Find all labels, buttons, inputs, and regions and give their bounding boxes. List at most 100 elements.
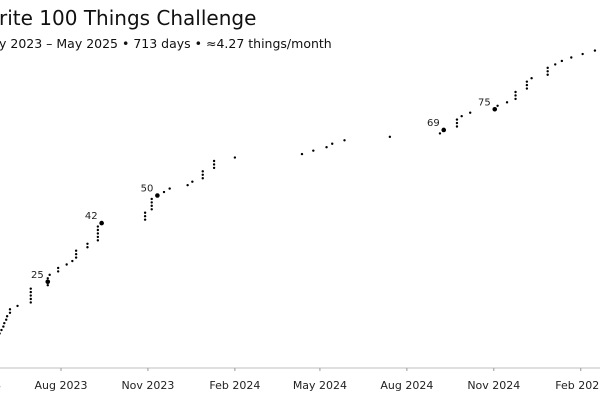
data-point	[29, 301, 32, 304]
data-point	[455, 125, 459, 128]
data-point	[29, 294, 32, 297]
data-point	[530, 77, 533, 80]
data-point	[593, 49, 597, 52]
data-point	[312, 149, 315, 152]
data-point	[212, 163, 216, 166]
data-point	[3, 321, 6, 325]
data-point	[505, 101, 509, 104]
x-tick-label: Feb 2024	[209, 379, 260, 392]
point-label: 42	[85, 211, 98, 222]
data-point	[0, 332, 1, 335]
data-point	[8, 308, 12, 311]
data-point	[65, 263, 68, 266]
data-point	[143, 218, 147, 221]
data-point	[71, 259, 74, 263]
data-point	[86, 242, 89, 245]
data-point	[525, 80, 529, 83]
data-point	[96, 228, 100, 232]
data-point	[0, 328, 3, 332]
data-point	[29, 297, 32, 301]
highlighted-point	[492, 106, 498, 112]
data-point	[168, 187, 171, 190]
data-point	[96, 235, 100, 239]
data-point	[325, 146, 328, 149]
data-point	[150, 204, 153, 208]
data-point	[581, 52, 584, 56]
data-point	[48, 273, 51, 277]
chart-title: rite 100 Things Challenge	[0, 6, 257, 30]
data-point	[4, 318, 8, 321]
data-point	[29, 287, 32, 290]
data-point	[56, 270, 60, 273]
highlighted-point	[45, 279, 51, 285]
data-point	[212, 166, 216, 170]
x-tick-label: Aug 2024	[380, 379, 433, 392]
data-point	[514, 97, 517, 101]
data-point	[150, 197, 153, 201]
data-point	[2, 325, 5, 328]
data-point	[514, 90, 517, 94]
data-point	[388, 135, 392, 139]
data-point	[212, 159, 216, 163]
data-point	[191, 180, 194, 183]
data-point	[150, 208, 153, 211]
data-point	[201, 177, 204, 180]
data-point	[560, 59, 564, 63]
data-point	[525, 87, 529, 90]
data-point	[546, 66, 549, 70]
data-point	[186, 183, 189, 187]
data-point	[74, 249, 78, 252]
x-tick-label: May 2024	[293, 379, 347, 392]
data-point	[96, 239, 100, 242]
x-tick-label: Feb 2025	[555, 379, 600, 392]
data-point	[74, 256, 78, 259]
data-point	[8, 311, 12, 314]
data-point	[86, 246, 89, 249]
data-point	[546, 73, 549, 76]
x-tick-label: Nov 2023	[121, 379, 174, 392]
data-point	[74, 252, 78, 256]
x-tick-label: Nov 2024	[467, 379, 520, 392]
data-point	[143, 215, 147, 218]
data-point	[455, 118, 459, 121]
data-point	[201, 173, 204, 176]
data-point	[331, 142, 334, 145]
data-point	[233, 156, 237, 159]
data-point	[56, 266, 60, 270]
data-point	[570, 56, 573, 59]
data-point	[554, 63, 557, 66]
data-point	[460, 114, 463, 118]
data-point	[455, 121, 459, 125]
highlighted-point	[441, 127, 447, 133]
data-point	[525, 83, 529, 87]
data-point	[96, 232, 100, 235]
data-point	[29, 290, 32, 294]
data-point	[96, 225, 100, 228]
point-label: 25	[31, 270, 44, 281]
point-label: 75	[478, 97, 491, 108]
chart-subtitle: y 2023 – May 2025 • 713 days • ≈4.27 thi…	[0, 36, 332, 51]
data-point	[438, 132, 442, 135]
data-point	[150, 201, 153, 204]
data-point	[201, 170, 204, 173]
data-point	[46, 277, 49, 280]
highlighted-point	[155, 193, 160, 198]
x-tick-label: Aug 2023	[35, 379, 88, 392]
data-point	[162, 190, 166, 194]
x-tick-label: May 2023	[0, 379, 1, 392]
data-point	[46, 284, 49, 287]
highlighted-point	[99, 220, 104, 226]
data-point	[143, 211, 147, 214]
point-label: 50	[141, 184, 154, 195]
data-point	[468, 111, 472, 114]
data-point	[546, 70, 549, 73]
point-label: 69	[427, 118, 440, 129]
data-point	[16, 304, 19, 308]
data-point	[5, 315, 9, 318]
data-point	[300, 152, 304, 156]
data-point	[496, 104, 499, 108]
data-point	[514, 94, 517, 97]
data-point	[343, 139, 346, 142]
